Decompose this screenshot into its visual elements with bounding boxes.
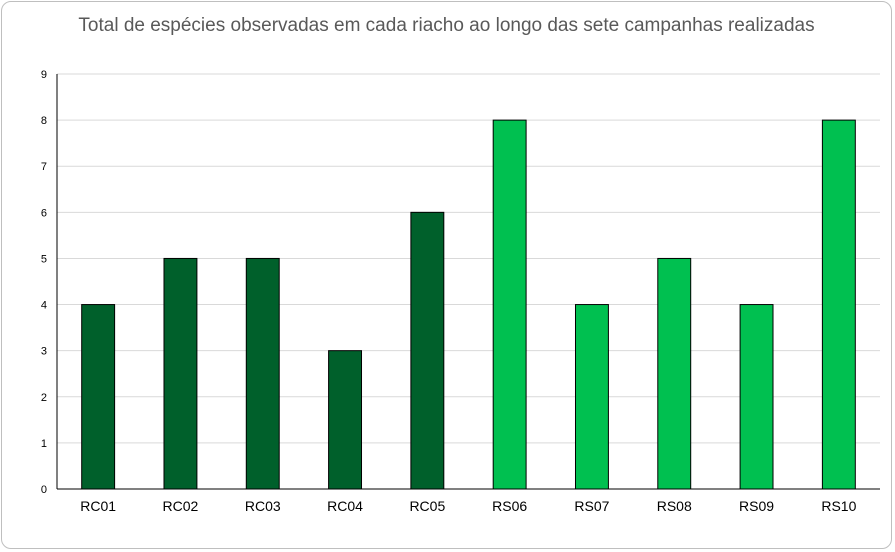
bar-rs08 <box>657 257 692 490</box>
bars <box>81 119 856 490</box>
bar-rc05 <box>410 211 445 490</box>
y-tick-label: 6 <box>41 207 47 219</box>
y-tick-label: 5 <box>41 253 47 265</box>
y-tick-label: 4 <box>41 300 47 312</box>
y-tick-label: 8 <box>41 115 47 127</box>
x-tick-label: RS07 <box>574 498 609 514</box>
y-tick-label: 0 <box>41 484 47 496</box>
chart-title: Total de espécies observadas em cada ria… <box>78 15 815 36</box>
bar-rs07 <box>574 304 609 490</box>
x-tick-label: RS06 <box>492 498 527 514</box>
labels: 0 1 2 3 4 5 6 7 8 9 RC01 RC02 RC03 RC04 RC05 RS06 RS07 RS… <box>41 69 857 514</box>
x-tick-label: RS10 <box>821 498 856 514</box>
y-tick-label: 1 <box>41 438 47 450</box>
bar-rs09 <box>739 304 774 490</box>
x-tick-label: RS09 <box>739 498 774 514</box>
y-tick-label: 9 <box>41 69 47 81</box>
x-tick-label: RC05 <box>409 498 445 514</box>
bar-rc02 <box>163 257 198 490</box>
bar-rc01 <box>81 304 116 490</box>
bar-rc03 <box>245 257 280 490</box>
bar-rs10 <box>821 119 856 490</box>
axes <box>56 74 880 490</box>
x-tick-label: RC02 <box>163 498 199 514</box>
y-tick-label: 2 <box>41 392 47 404</box>
y-tick-label: 7 <box>41 161 47 173</box>
y-tick-label: 3 <box>41 346 47 358</box>
x-tick-label: RC01 <box>80 498 116 514</box>
x-tick-label: RC04 <box>327 498 363 514</box>
x-tick-label: RS08 <box>657 498 692 514</box>
bar-rc04 <box>328 350 363 490</box>
x-tick-label: RC03 <box>245 498 281 514</box>
bar-rs06 <box>492 119 527 490</box>
